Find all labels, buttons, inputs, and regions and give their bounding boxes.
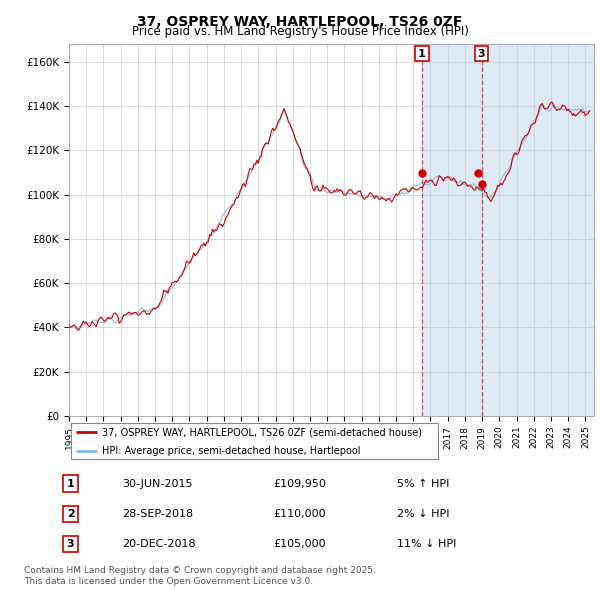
Text: 2: 2 [67, 509, 74, 519]
Text: 37, OSPREY WAY, HARTLEPOOL, TS26 0ZF (semi-detached house): 37, OSPREY WAY, HARTLEPOOL, TS26 0ZF (se… [103, 427, 422, 437]
Text: 20-DEC-2018: 20-DEC-2018 [122, 539, 196, 549]
Text: 3: 3 [67, 539, 74, 549]
Text: 5% ↑ HPI: 5% ↑ HPI [397, 479, 449, 489]
Text: 11% ↓ HPI: 11% ↓ HPI [397, 539, 457, 549]
FancyBboxPatch shape [71, 423, 439, 460]
Text: 28-SEP-2018: 28-SEP-2018 [122, 509, 193, 519]
Text: HPI: Average price, semi-detached house, Hartlepool: HPI: Average price, semi-detached house,… [103, 445, 361, 455]
Text: 37, OSPREY WAY, HARTLEPOOL, TS26 0ZF: 37, OSPREY WAY, HARTLEPOOL, TS26 0ZF [137, 15, 463, 29]
Text: 3: 3 [478, 48, 485, 58]
Text: 2% ↓ HPI: 2% ↓ HPI [397, 509, 450, 519]
Text: Price paid vs. HM Land Registry's House Price Index (HPI): Price paid vs. HM Land Registry's House … [131, 25, 469, 38]
Text: 1: 1 [418, 48, 426, 58]
Text: 1: 1 [67, 479, 74, 489]
Text: £110,000: £110,000 [273, 509, 326, 519]
Text: £109,950: £109,950 [273, 479, 326, 489]
Text: 30-JUN-2015: 30-JUN-2015 [122, 479, 193, 489]
Bar [422, 44, 600, 416]
Text: Contains HM Land Registry data © Crown copyright and database right 2025.: Contains HM Land Registry data © Crown c… [24, 566, 376, 575]
Text: This data is licensed under the Open Government Licence v3.0.: This data is licensed under the Open Gov… [24, 577, 313, 586]
Text: £105,000: £105,000 [273, 539, 326, 549]
